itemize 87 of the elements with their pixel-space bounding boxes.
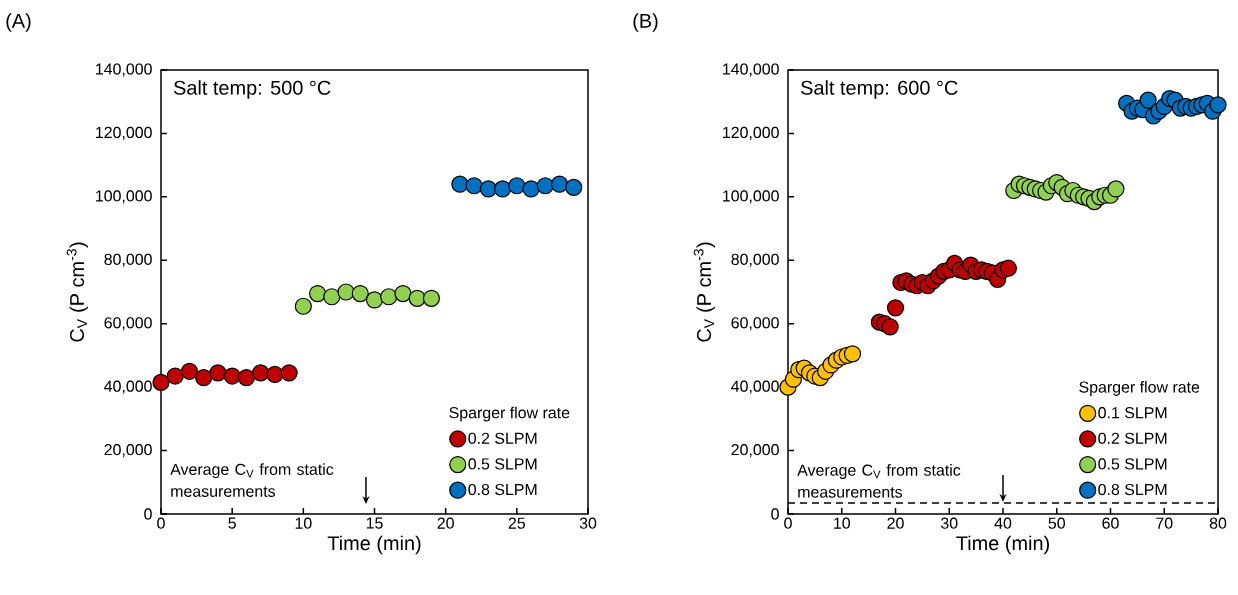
point [280, 364, 298, 382]
y-tick-label: 40,000 [731, 380, 779, 394]
y-tick-label: 20,000 [731, 443, 779, 458]
x-tick-label: 25 [508, 517, 526, 529]
point [886, 299, 905, 317]
point [195, 369, 213, 387]
point [337, 283, 355, 301]
x-tick-label: 70 [1156, 517, 1173, 529]
y-tick-label: 80,000 [104, 253, 152, 267]
point [1209, 96, 1227, 114]
x-tick-label: 0 [784, 517, 792, 529]
x-tick-label: 15 [366, 517, 383, 529]
point [1139, 91, 1157, 109]
point [237, 369, 255, 387]
point [294, 297, 312, 315]
annotation: Salt temp: 500 °C [173, 80, 331, 99]
point [394, 284, 412, 303]
x-axis-title: Time (min) [956, 535, 1049, 555]
point [1107, 180, 1125, 198]
y-tick-label: 60,000 [104, 317, 152, 331]
point [166, 367, 184, 385]
x-tick-label: 50 [1048, 517, 1065, 529]
y-tick-label: 100,000 [96, 190, 152, 204]
point [209, 364, 227, 382]
x-tick-label: 10 [834, 517, 850, 529]
legend-label: 0.2 SLPM [468, 432, 537, 444]
annotation: Average C$_{V}$ from static measurements [170, 463, 334, 497]
y-tick-label: 140,000 [96, 63, 152, 77]
x-tick-label: 80 [1209, 517, 1227, 529]
point [522, 180, 540, 198]
point [266, 365, 284, 384]
point [550, 175, 569, 193]
point [365, 291, 384, 309]
chart-title: (A) [6, 13, 31, 32]
point [999, 259, 1017, 277]
point [565, 178, 583, 196]
y-tick-label: 140,000 [723, 63, 779, 77]
x-axis-title: Time (min) [327, 535, 421, 555]
ref-line-label: Average C$_{V}$ from static measurements [797, 464, 961, 498]
legend-title: Sparger flow rate [449, 406, 570, 422]
legend-label: 0.8 SLPM [1098, 483, 1167, 496]
legend-label: 0.5 SLPM [468, 458, 537, 470]
point [180, 362, 199, 380]
y-tick-label: 0 [144, 508, 152, 520]
point [380, 288, 398, 306]
point [422, 289, 441, 307]
y-tick-label: 40,000 [104, 380, 152, 394]
y-tick-label: 20,000 [104, 443, 152, 458]
x-tick-label: 30 [579, 517, 597, 529]
point [536, 177, 554, 195]
point [881, 318, 899, 336]
x-tick-label: 60 [1102, 517, 1119, 529]
chart-title: (B) [633, 13, 658, 32]
y-tick-label: 80,000 [731, 253, 779, 267]
point [479, 180, 497, 198]
y-tick-label: 100,000 [723, 190, 779, 204]
legend-label: 0.1 SLPM [1098, 407, 1167, 419]
point [465, 177, 483, 195]
x-tick-label: 20 [437, 517, 454, 529]
point [408, 289, 426, 307]
x-tick-label: 10 [295, 517, 312, 529]
y-tick-label: 60,000 [731, 317, 779, 331]
y-tick-label: 0 [771, 508, 779, 520]
x-tick-label: 30 [941, 517, 958, 529]
x-tick-label: 40 [994, 517, 1012, 529]
point [508, 177, 526, 195]
y-tick-label: 120,000 [96, 126, 152, 140]
x-tick-label: 5 [228, 517, 236, 529]
x-tick-label: 20 [887, 517, 904, 529]
legend-label: 0.8 SLPM [468, 483, 537, 496]
y-axis-title: C$_{V}$ (P cm$^{-3}$) [66, 242, 89, 342]
y-tick-label: 120,000 [723, 126, 779, 140]
point [451, 175, 469, 193]
legend-label: 0.5 SLPM [1098, 458, 1167, 470]
point [152, 373, 170, 391]
point [308, 284, 327, 303]
legend-label: 0.2 SLPM [1098, 432, 1167, 444]
point [223, 367, 241, 385]
annotation: Salt temp: 600 °C [801, 80, 958, 99]
point [252, 364, 270, 382]
legend-title: Sparger flow rate [1079, 381, 1200, 396]
point [843, 345, 862, 363]
point [351, 284, 369, 303]
y-axis-title: C$_{V}$ (P cm$^{-3}$) [693, 242, 716, 342]
point [323, 288, 341, 306]
x-tick-label: 0 [157, 517, 165, 529]
point [494, 180, 512, 198]
